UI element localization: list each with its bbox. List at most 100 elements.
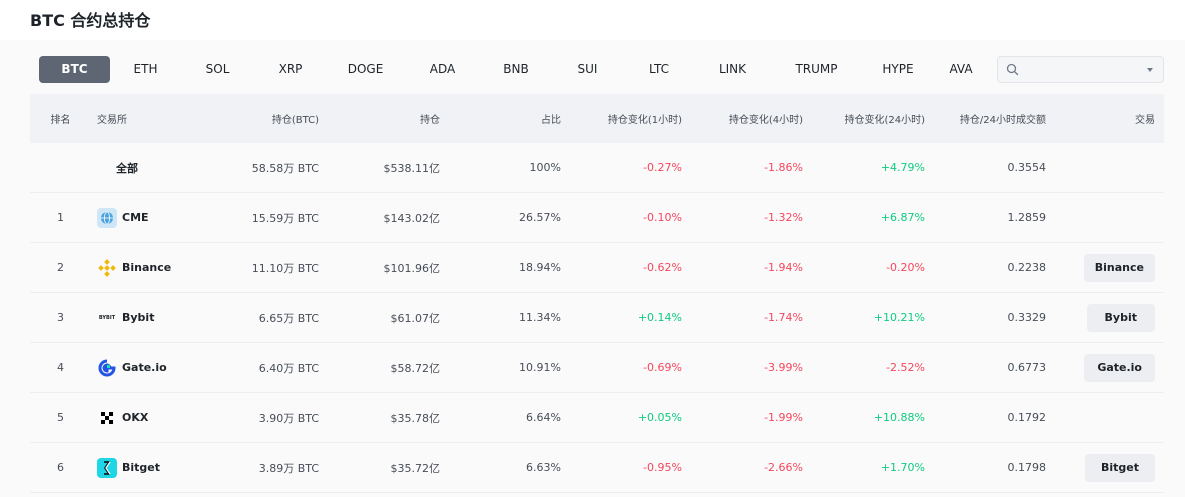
header-chg-4h[interactable]: 持仓变化(4小时) xyxy=(728,115,803,126)
header-exchange: 交易所 xyxy=(97,115,127,126)
cell-ratio: 0.3329 xyxy=(1007,311,1047,324)
cell-oi: $35.72亿 xyxy=(390,461,441,475)
cell-ratio: 0.1798 xyxy=(1007,461,1047,474)
cell-oi: $143.02亿 xyxy=(383,211,441,225)
cell-rank: 3 xyxy=(57,311,64,324)
cell-chg-1h: +0.05% xyxy=(637,411,682,424)
cell-chg-4h: -1.32% xyxy=(764,211,803,224)
cell-chg-1h: -0.27% xyxy=(643,161,682,174)
table-row: 2 Binance 11.10万 BTC $101.96亿 18.94% -0.… xyxy=(30,243,1164,293)
cell-chg-1h: -0.62% xyxy=(643,261,682,274)
page-title: BTC 合约总持仓 xyxy=(30,11,151,30)
cell-chg-4h: -1.74% xyxy=(764,311,803,324)
cell-chg-24h: +4.79% xyxy=(880,161,925,174)
cell-oi: $101.96亿 xyxy=(383,261,441,275)
cell-chg-4h: -1.86% xyxy=(764,161,803,174)
trade-bitget-button[interactable]: Bitget xyxy=(1084,453,1155,482)
table-row: 1 CME 15.59万 BTC $143.02亿 26.57% -0.10% … xyxy=(30,193,1164,243)
tab-hype[interactable]: HYPE xyxy=(882,62,914,76)
cell-oi-btc: 58.58万 BTC xyxy=(251,161,319,175)
coin-tabs: BTC ETH SOL XRP DOGE ADA BNB SUI LTC LIN… xyxy=(39,56,988,83)
header-oi[interactable]: 持仓 xyxy=(420,115,440,126)
tab-doge[interactable]: DOGE xyxy=(347,62,384,76)
cell-chg-24h: +10.21% xyxy=(873,311,925,324)
table-row: 3 BYBIT Bybit 6.65万 BTC $61.07亿 11.34% +… xyxy=(30,293,1164,343)
tab-ada[interactable]: ADA xyxy=(429,62,456,76)
cell-ratio: 0.2238 xyxy=(1007,261,1047,274)
cell-share: 6.63% xyxy=(526,461,561,474)
cell-oi: $61.07亿 xyxy=(390,311,441,325)
tab-sui[interactable]: SUI xyxy=(577,62,598,76)
cell-oi: $58.72亿 xyxy=(390,361,441,375)
cell-chg-24h: +1.70% xyxy=(880,461,925,474)
header-share[interactable]: 占比 xyxy=(541,115,561,126)
exchange-name[interactable]: Binance xyxy=(122,261,172,274)
cell-share: 18.94% xyxy=(519,261,561,274)
cell-chg-24h: -0.20% xyxy=(886,261,925,274)
cell-oi-btc: 6.65万 BTC xyxy=(258,311,319,325)
cell-oi-btc: 3.90万 BTC xyxy=(258,411,319,425)
cell-rank: 1 xyxy=(57,211,64,224)
cell-chg-1h: +0.14% xyxy=(637,311,682,324)
cell-oi-btc: 6.40万 BTC xyxy=(258,361,319,375)
cell-chg-4h: -3.99% xyxy=(764,361,803,374)
cell-rank: 4 xyxy=(57,361,64,374)
tab-btc[interactable]: BTC xyxy=(39,56,110,83)
trade-gateio-button[interactable]: Gate.io xyxy=(1084,353,1155,382)
cell-chg-1h: -0.10% xyxy=(643,211,682,224)
cell-rank: 6 xyxy=(57,461,64,474)
cell-chg-4h: -1.99% xyxy=(764,411,803,424)
header-chg-24h[interactable]: 持仓变化(24小时) xyxy=(844,115,925,126)
header-trade: 交易 xyxy=(1135,115,1155,126)
chevron-down-icon[interactable] xyxy=(1147,68,1153,72)
exchange-name[interactable]: Bybit xyxy=(122,311,155,324)
header-rank: 排名 xyxy=(50,115,71,126)
cell-ratio: 0.6773 xyxy=(1007,361,1047,374)
cell-chg-1h: -0.69% xyxy=(643,361,682,374)
tab-eth[interactable]: ETH xyxy=(133,62,158,76)
tab-ava[interactable]: AVA xyxy=(949,62,973,76)
exchange-name[interactable]: Bitget xyxy=(122,461,161,474)
cell-ratio: 1.2859 xyxy=(1007,211,1047,224)
search-select[interactable] xyxy=(997,56,1164,83)
header-oi-btc[interactable]: 持仓(BTC) xyxy=(271,115,319,126)
tab-link[interactable]: LINK xyxy=(718,62,747,76)
gateio-logo-icon xyxy=(97,358,117,378)
cell-ratio: 0.3554 xyxy=(1007,161,1047,174)
tab-xrp[interactable]: XRP xyxy=(278,62,303,76)
header-chg-1h[interactable]: 持仓变化(1小时) xyxy=(607,115,682,126)
cell-chg-24h: +6.87% xyxy=(880,211,925,224)
total-label: 全部 xyxy=(116,161,138,175)
table-row-total: 全部 58.58万 BTC $538.11亿 100% -0.27% -1.86… xyxy=(30,143,1164,193)
cme-logo-icon xyxy=(97,207,117,228)
trade-binance-button[interactable]: Binance xyxy=(1083,253,1155,282)
cell-share: 11.34% xyxy=(519,311,561,324)
table-row: 5 OKX 3.90万 BTC $35.78亿 6.64% +0.05% -1.… xyxy=(30,393,1164,443)
cell-chg-4h: -2.66% xyxy=(764,461,803,474)
binance-logo-icon xyxy=(97,258,117,278)
tab-sol[interactable]: SOL xyxy=(205,62,230,76)
exchange-name[interactable]: Gate.io xyxy=(122,361,167,374)
cell-share: 10.91% xyxy=(519,361,561,374)
exchange-name[interactable]: CME xyxy=(122,211,149,224)
bitget-logo-icon xyxy=(97,457,117,478)
cell-ratio: 0.1792 xyxy=(1007,411,1047,424)
trade-bybit-button[interactable]: Bybit xyxy=(1086,303,1155,332)
tab-bnb[interactable]: BNB xyxy=(503,62,529,76)
bybit-logo-icon: BYBIT xyxy=(98,314,116,321)
cell-oi: $538.11亿 xyxy=(383,161,441,175)
table-row: 4 Gate.io 6.40万 BTC $58.72亿 10.91% -0.69… xyxy=(30,343,1164,393)
okx-logo-icon xyxy=(97,408,117,428)
cell-chg-24h: +10.88% xyxy=(873,411,925,424)
cell-chg-4h: -1.94% xyxy=(764,261,803,274)
tab-ltc[interactable]: LTC xyxy=(648,62,670,76)
exchange-name[interactable]: OKX xyxy=(122,411,149,424)
search-icon xyxy=(1006,63,1019,76)
cell-share: 100% xyxy=(529,161,561,174)
cell-share: 26.57% xyxy=(519,211,561,224)
table-header: 排名 交易所 持仓(BTC) 持仓 占比 持仓变化(1小时) 持仓变化(4小时)… xyxy=(30,94,1164,143)
cell-oi-btc: 11.10万 BTC xyxy=(251,261,319,275)
tab-trump[interactable]: TRUMP xyxy=(795,62,838,76)
cell-oi: $35.78亿 xyxy=(390,411,441,425)
header-ratio[interactable]: 持仓/24小时成交额 xyxy=(959,115,1046,126)
